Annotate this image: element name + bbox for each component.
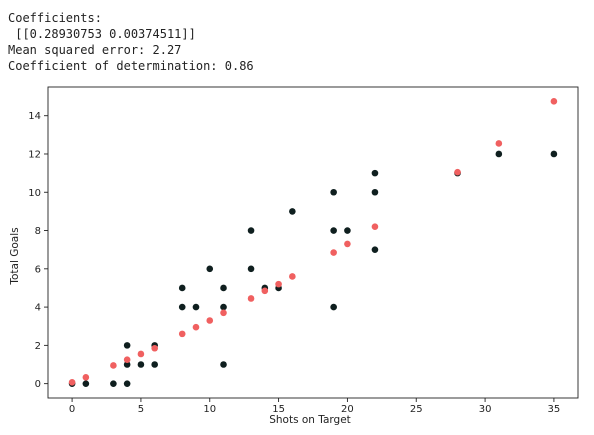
predicted-data-point bbox=[371, 223, 379, 231]
predicted-data-point bbox=[247, 295, 255, 302]
actual-data-point bbox=[178, 303, 186, 311]
actual-goals-series bbox=[68, 150, 558, 387]
actual-data-point bbox=[371, 169, 379, 177]
predicted-data-point bbox=[192, 323, 200, 331]
predicted-data-point bbox=[123, 356, 131, 364]
predicted-data-point bbox=[454, 168, 461, 176]
series-layer bbox=[68, 98, 558, 387]
x-tick-label: 20 bbox=[341, 404, 354, 415]
x-tick-label: 15 bbox=[272, 404, 285, 415]
predicted-data-point bbox=[344, 240, 351, 248]
plot-area-border bbox=[47, 86, 579, 399]
x-tick-label: 25 bbox=[410, 404, 423, 415]
actual-data-point bbox=[123, 361, 131, 368]
y-tick-label: 12 bbox=[28, 149, 41, 160]
plot-frame bbox=[47, 86, 579, 399]
predicted-goals-series bbox=[68, 98, 558, 386]
output-line-r2: Coefficient of determination: 0.86 bbox=[8, 59, 254, 73]
predicted-data-point bbox=[261, 287, 269, 295]
output-line-coefficients-values: [[0.28930753 0.00374511]] bbox=[8, 27, 196, 41]
actual-data-point bbox=[123, 380, 131, 387]
printed-output: Coefficients: [[0.28930753 0.00374511]] M… bbox=[8, 10, 254, 74]
actual-data-point bbox=[550, 150, 558, 158]
actual-data-point bbox=[220, 303, 227, 311]
predicted-data-point bbox=[151, 344, 158, 352]
y-tick-label: 6 bbox=[35, 264, 41, 275]
y-axis-ticks: 0 2 4 6 8 10 12 14 bbox=[28, 111, 48, 390]
predicted-data-point bbox=[82, 374, 90, 381]
actual-data-point bbox=[247, 265, 255, 273]
actual-data-point bbox=[137, 361, 145, 368]
y-axis-label: Total Goals bbox=[9, 227, 21, 285]
actual-data-point bbox=[371, 188, 379, 196]
x-axis-ticks: 0 5 10 15 20 25 30 35 bbox=[69, 398, 560, 415]
x-tick-label: 10 bbox=[203, 404, 216, 415]
predicted-data-point bbox=[220, 309, 227, 317]
actual-data-point bbox=[247, 227, 255, 234]
y-tick-label: 4 bbox=[35, 303, 41, 314]
actual-data-point bbox=[344, 227, 351, 234]
actual-data-point bbox=[371, 246, 379, 253]
actual-data-point bbox=[151, 361, 158, 368]
predicted-data-point bbox=[178, 330, 186, 338]
y-tick-label: 14 bbox=[28, 111, 41, 122]
actual-data-point bbox=[192, 303, 200, 311]
x-tick-label: 0 bbox=[69, 404, 75, 415]
actual-data-point bbox=[330, 227, 337, 234]
predicted-data-point bbox=[206, 317, 214, 324]
actual-data-point bbox=[330, 188, 337, 196]
actual-data-point bbox=[289, 208, 296, 215]
predicted-data-point bbox=[550, 98, 558, 105]
y-tick-label: 10 bbox=[28, 188, 41, 199]
x-tick-label: 5 bbox=[138, 404, 144, 415]
predicted-data-point bbox=[495, 140, 503, 147]
y-tick-label: 8 bbox=[35, 226, 41, 237]
actual-data-point bbox=[110, 380, 117, 387]
predicted-data-point bbox=[110, 362, 117, 369]
predicted-data-point bbox=[289, 273, 296, 280]
y-tick-label: 0 bbox=[35, 379, 41, 390]
y-tick-label: 2 bbox=[35, 341, 41, 352]
x-tick-label: 30 bbox=[479, 404, 492, 415]
actual-data-point bbox=[330, 303, 337, 311]
actual-data-point bbox=[206, 265, 214, 273]
x-axis-label: Shots on Target bbox=[269, 414, 351, 426]
output-line-mse: Mean squared error: 2.27 bbox=[8, 43, 182, 57]
actual-data-point bbox=[220, 361, 227, 368]
actual-data-point bbox=[495, 150, 503, 158]
x-tick-label: 35 bbox=[548, 404, 561, 415]
actual-data-point bbox=[123, 342, 131, 349]
output-line-coefficients-label: Coefficients: bbox=[8, 11, 102, 25]
actual-data-point bbox=[220, 284, 227, 292]
actual-data-point bbox=[178, 284, 186, 292]
predicted-data-point bbox=[275, 280, 282, 288]
predicted-data-point bbox=[330, 249, 337, 256]
actual-data-point bbox=[82, 380, 90, 387]
predicted-data-point bbox=[137, 350, 145, 358]
predicted-data-point bbox=[68, 379, 76, 386]
